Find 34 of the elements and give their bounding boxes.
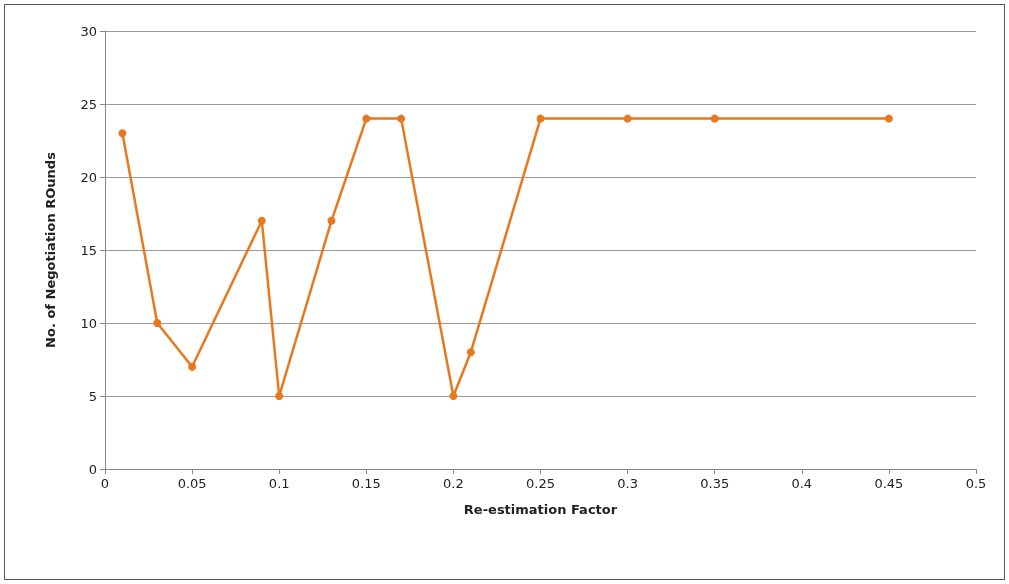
x-tick-label: 0.1: [268, 476, 290, 491]
point: [257, 216, 266, 225]
point: [327, 216, 336, 225]
x-tick-label: 0: [100, 476, 110, 491]
point: [118, 129, 127, 138]
point: [153, 319, 162, 327]
point: [188, 362, 197, 371]
y-tick-label: 10: [80, 315, 97, 331]
y-tick-label: 30: [80, 23, 97, 39]
x-tick-label: 0.3: [617, 476, 638, 491]
x-tick-label: 0.2: [443, 476, 464, 491]
y-tick-label: 25: [80, 96, 97, 112]
point: [710, 114, 719, 123]
point: [466, 348, 475, 357]
x-tick-label: 0.35: [700, 476, 730, 491]
point: [275, 392, 284, 400]
x-tick-label: 0.25: [526, 476, 555, 491]
x-tick-label: 0.5: [965, 476, 987, 491]
y-axis-title: No. of Negotiation ROunds: [43, 151, 58, 348]
y-tick-label: 15: [80, 242, 97, 258]
x-tick-label: 0.45: [874, 476, 904, 491]
x-tick-label: 0.05: [177, 476, 207, 491]
y-tick-label: 0: [88, 461, 97, 477]
x-tick-label: 0.4: [791, 476, 813, 491]
y-tick-label: 5: [88, 388, 97, 404]
y-tick-label: 20: [80, 169, 97, 185]
point: [536, 114, 545, 123]
point: [362, 114, 371, 123]
point: [397, 114, 406, 123]
x-axis-title: Re-estimation Factor: [463, 502, 618, 517]
x-tick-label: 0.15: [351, 476, 381, 491]
point: [449, 392, 458, 400]
point: [623, 114, 632, 123]
point: [884, 114, 893, 123]
